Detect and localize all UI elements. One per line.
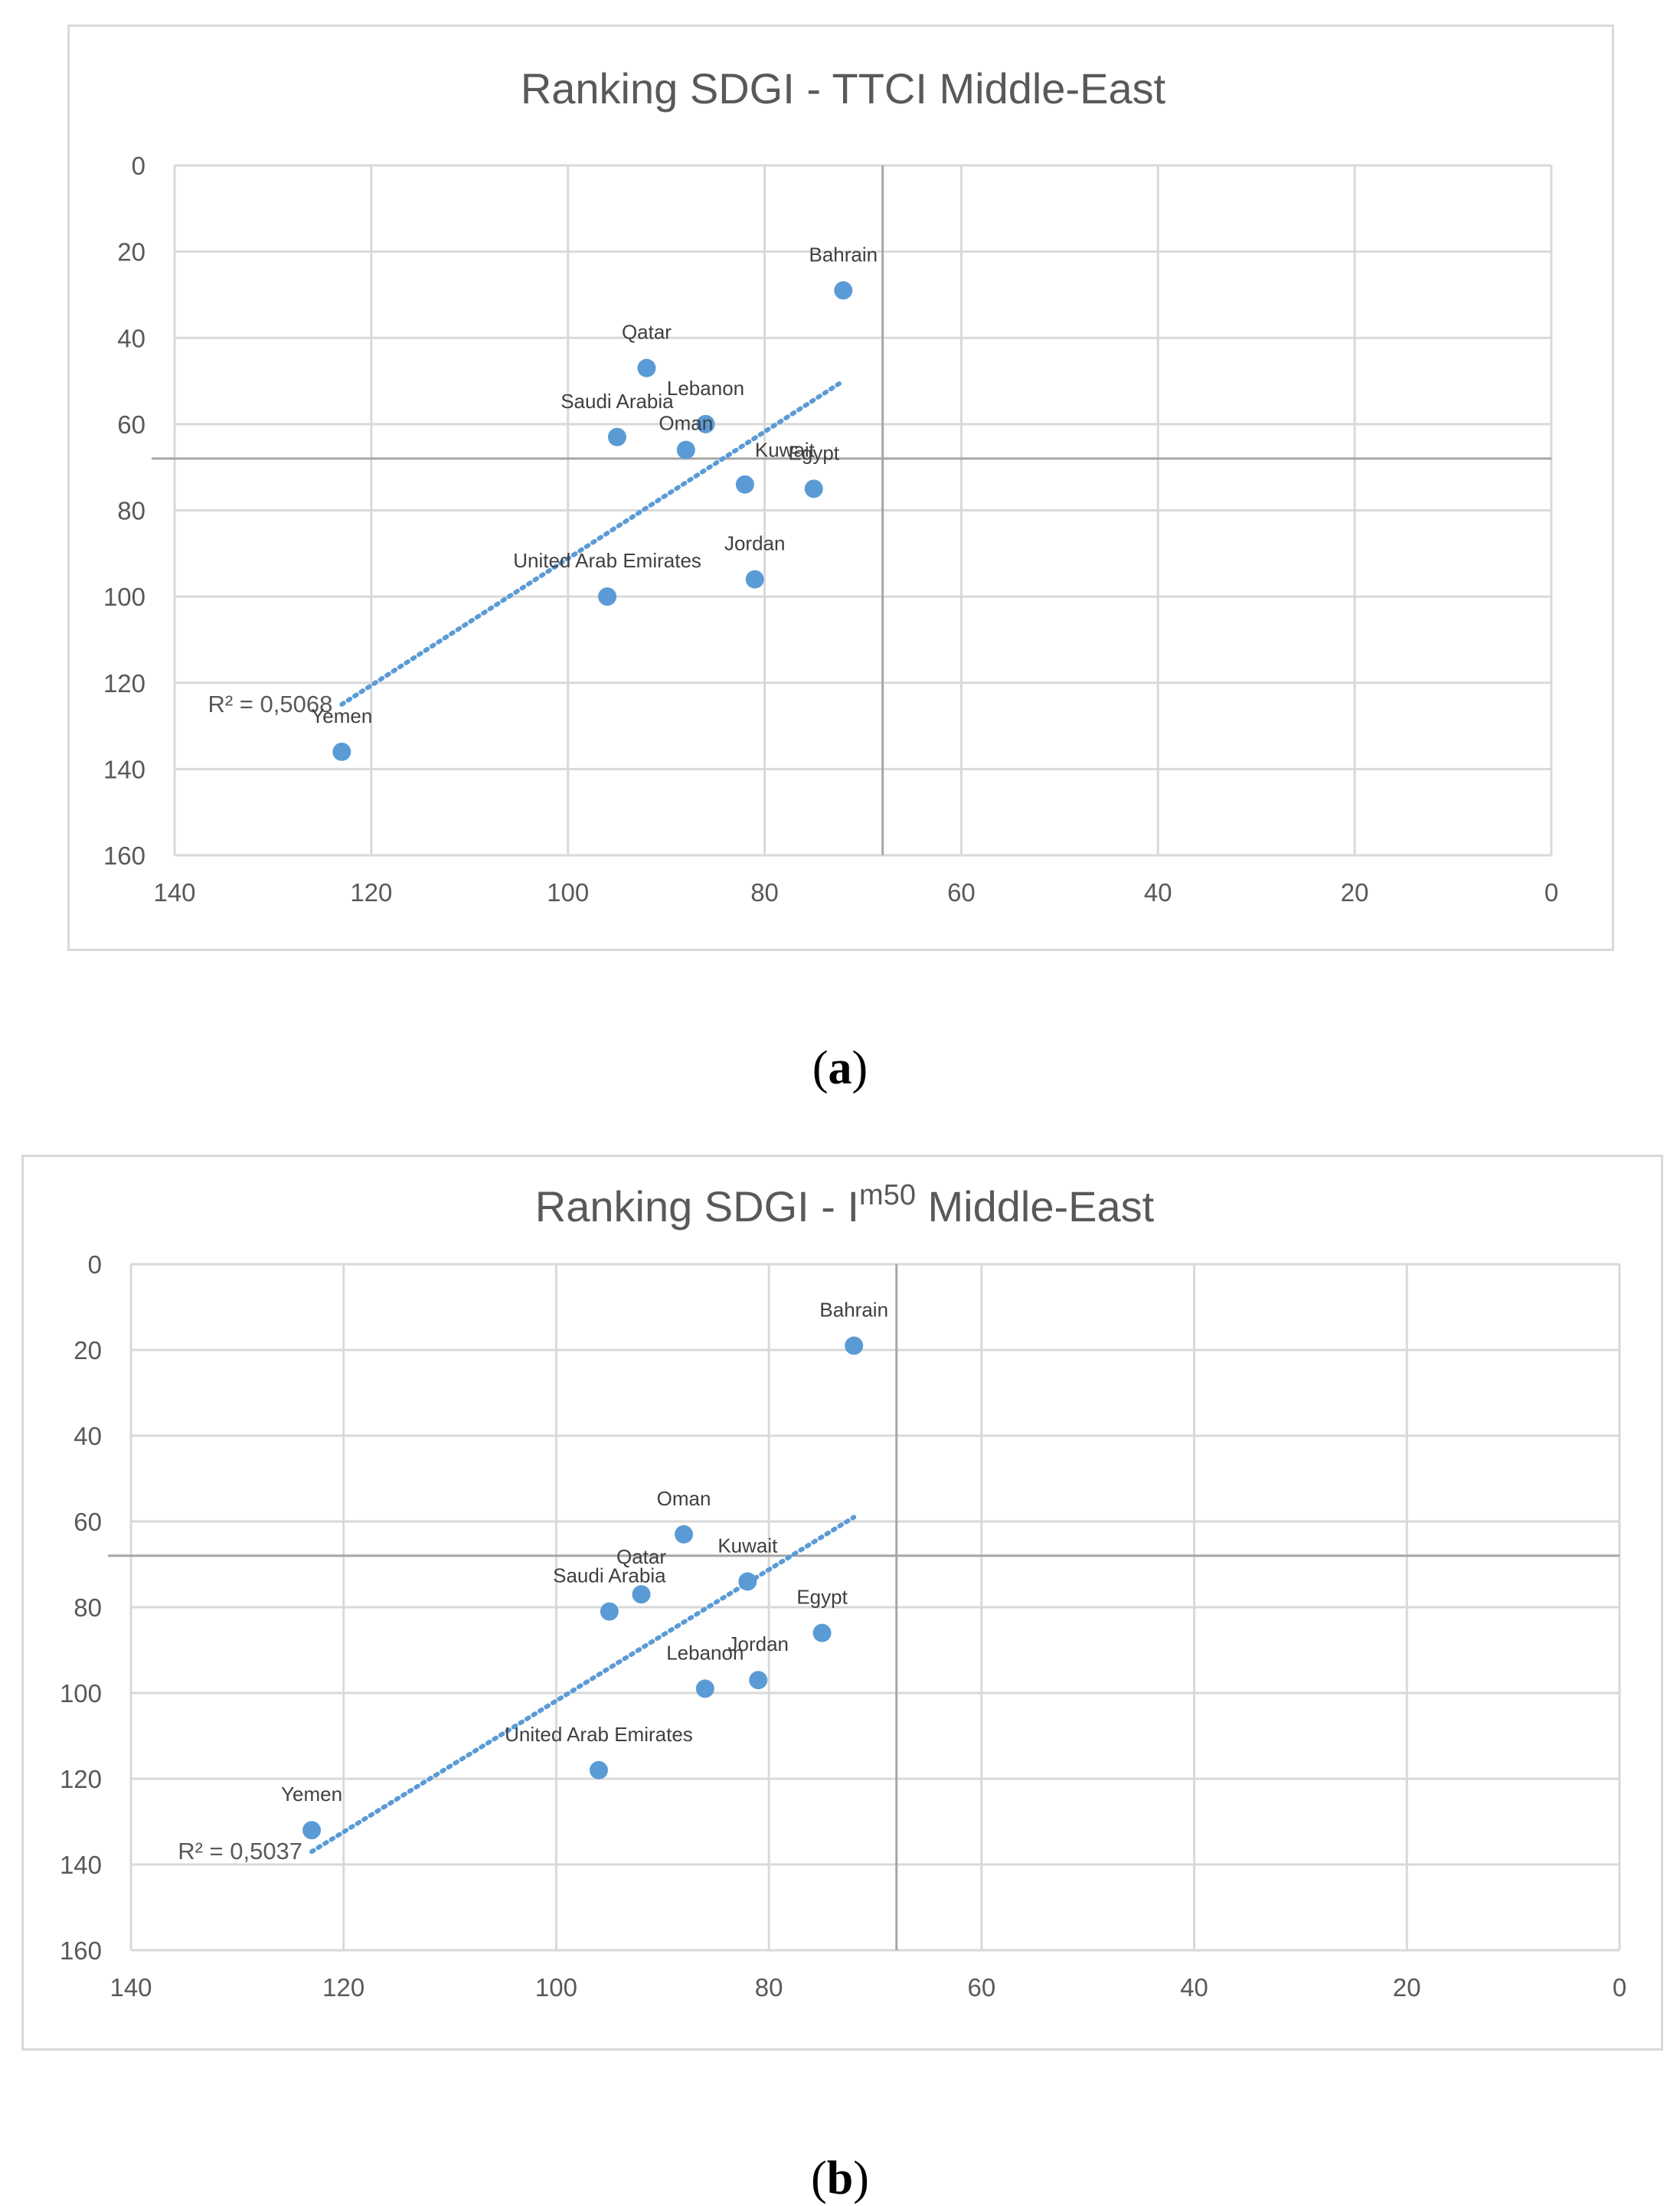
chart-b-y-tick-label: 140 xyxy=(60,1851,102,1879)
chart-a-point-yemen xyxy=(332,742,351,761)
chart-b: Ranking SDGI - Im50 Middle-East 140 120 100… xyxy=(60,1179,1626,2002)
chart-b-title: Ranking SDGI - Im50 Middle-East xyxy=(535,1179,1155,1230)
chart-a-trendline xyxy=(339,378,846,707)
chart-a-x-tick-label: 60 xyxy=(947,878,976,907)
chart-a-point-egypt xyxy=(804,479,823,498)
chart-b-y-tick-label: 80 xyxy=(74,1593,102,1622)
caption-b: (b) xyxy=(811,2152,869,2204)
chart-a-point-label: United Arab Emirates xyxy=(513,549,701,572)
chart-b-point-bahrain xyxy=(845,1336,864,1355)
chart-b-x-tick-label: 40 xyxy=(1180,1973,1208,2002)
chart-a-y-tick-label: 60 xyxy=(117,410,145,439)
chart-a-x-tick-label: 40 xyxy=(1144,878,1172,907)
chart-a-point-label: Egypt xyxy=(789,441,840,464)
chart-b-x-tick-label: 120 xyxy=(322,1973,364,2002)
chart-a-point-lebanon xyxy=(696,414,715,433)
chart-a-x-tick-label: 120 xyxy=(350,878,392,907)
chart-a-point-united-arab-emirates xyxy=(598,587,617,606)
chart-b-y-tick-label: 60 xyxy=(74,1508,102,1536)
chart-b-point-label: Bahrain xyxy=(819,1298,888,1321)
chart-b-y-tick-label: 0 xyxy=(88,1250,102,1279)
chart-a-point-label: Qatar xyxy=(622,321,672,344)
chart-a-y-tick-label: 40 xyxy=(117,324,145,352)
chart-a-y-tick-label: 100 xyxy=(103,583,145,611)
chart-b-point-label: Qatar xyxy=(616,1545,666,1568)
chart-b-point-qatar xyxy=(632,1585,651,1604)
chart-b-y-tick-label: 160 xyxy=(60,1936,102,1965)
chart-a-title: Ranking SDGI - TTCI Middle-East xyxy=(521,64,1166,113)
chart-a-point-label: Bahrain xyxy=(809,243,878,266)
chart-b-point-jordan xyxy=(749,1671,768,1690)
chart-a-point-label: Jordan xyxy=(724,532,785,555)
chart-a-y-tick-label: 20 xyxy=(117,238,145,266)
chart-b-title-main: Ranking SDGI - I xyxy=(535,1182,859,1230)
chart-a-point-jordan xyxy=(745,570,764,589)
chart-b-point-label: Egypt xyxy=(796,1586,848,1609)
chart-a-point-qatar xyxy=(637,358,656,377)
chart-a-x-tick-label: 80 xyxy=(750,878,779,907)
chart-b-point-lebanon xyxy=(695,1679,714,1698)
chart-b-point-label: Oman xyxy=(657,1487,711,1510)
chart-a-point-label: Lebanon xyxy=(667,377,744,400)
chart-a-point-kuwait xyxy=(735,475,754,494)
chart-b-point-egypt xyxy=(812,1623,832,1642)
chart-b-x-tick-label: 100 xyxy=(535,1973,577,2002)
chart-a-point-label: Oman xyxy=(659,412,713,435)
chart-b-point-label: Jordan xyxy=(728,1632,789,1655)
chart-b-x-tick-label: 20 xyxy=(1393,1973,1421,2002)
chart-b-x-tick-label: 0 xyxy=(1613,1973,1626,2002)
chart-a-point-bahrain xyxy=(834,281,853,300)
chart-a-point-label: Yemen xyxy=(311,704,372,727)
chart-b-point-united-arab-emirates xyxy=(589,1760,608,1780)
chart-b-y-tick-label: 40 xyxy=(74,1422,102,1450)
chart-a-x-tick-label: 0 xyxy=(1544,878,1558,907)
chart-b-r2-label: R² = 0,5037 xyxy=(178,1838,302,1864)
chart-b-y-tick-label: 120 xyxy=(60,1765,102,1793)
caption-a-letter: a xyxy=(828,1042,852,1094)
chart-a-x-tick-label: 100 xyxy=(547,878,589,907)
chart-a-frame: Ranking SDGI - TTCI Middle-East 140 120 100… xyxy=(67,25,1614,951)
chart-b-point-label: Saudi Arabia xyxy=(553,1564,666,1587)
caption-b-letter: b xyxy=(826,2152,854,2204)
chart-b-point-label: Yemen xyxy=(281,1783,342,1806)
chart-b-point-kuwait xyxy=(738,1572,757,1591)
chart-a-y-tick-label: 120 xyxy=(103,669,145,698)
caption-a: (a) xyxy=(812,1042,868,1094)
chart-a-y-tick-label: 80 xyxy=(117,497,145,525)
chart-b-title-sup: m50 xyxy=(859,1179,916,1211)
chart-b-frame: Ranking SDGI - Im50 Middle-East 140 120 100… xyxy=(21,1155,1663,2051)
chart-a-y-tick-label: 140 xyxy=(103,755,145,783)
chart-a-r2-label: R² = 0,5068 xyxy=(208,691,332,717)
chart-b-point-label: Kuwait xyxy=(717,1534,778,1557)
chart-b-y-tick-label: 20 xyxy=(74,1336,102,1364)
chart-b-title-tail: Middle-East xyxy=(916,1182,1155,1230)
chart-a-point-saudi-arabia xyxy=(607,427,626,446)
chart-b-y-tick-label: 100 xyxy=(60,1679,102,1708)
chart-a: Ranking SDGI - TTCI Middle-East 140 120 100… xyxy=(103,64,1558,907)
chart-b-x-tick-label: 140 xyxy=(109,1973,152,2002)
chart-b-point-oman xyxy=(675,1525,694,1544)
chart-b-x-tick-label: 60 xyxy=(967,1973,995,2002)
chart-a-x-tick-label: 20 xyxy=(1341,878,1369,907)
chart-a-point-label: Saudi Arabia xyxy=(561,390,674,413)
chart-a-x-tick-label: 140 xyxy=(153,878,195,907)
chart-b-point-yemen xyxy=(302,1821,322,1840)
chart-b-point-saudi-arabia xyxy=(600,1602,619,1621)
chart-b-point-label: Lebanon xyxy=(666,1641,744,1664)
chart-b-x-tick-label: 80 xyxy=(755,1973,783,2002)
chart-a-point-oman xyxy=(676,440,695,459)
chart-b-trendline xyxy=(309,1515,857,1855)
chart-b-point-label: United Arab Emirates xyxy=(505,1723,693,1746)
chart-a-y-tick-label: 160 xyxy=(103,842,145,870)
chart-a-y-tick-label: 0 xyxy=(132,152,145,180)
chart-a-point-label: Kuwait xyxy=(755,439,815,462)
